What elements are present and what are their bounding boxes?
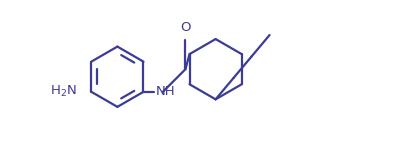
Text: H$_2$N: H$_2$N — [50, 84, 77, 99]
Text: O: O — [180, 21, 191, 34]
Text: NH: NH — [155, 85, 175, 98]
